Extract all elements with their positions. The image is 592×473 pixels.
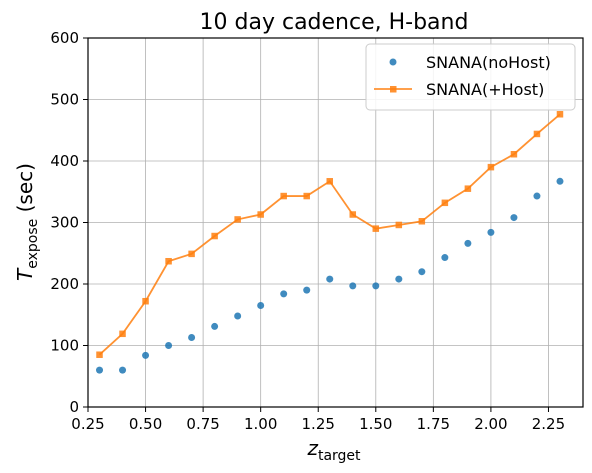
point-noHost <box>280 290 288 298</box>
y-axis-label-unit: (sec) <box>13 163 37 219</box>
x-tick-label: 2.00 <box>474 415 507 433</box>
legend-box <box>365 43 576 111</box>
point-host <box>395 221 403 229</box>
x-tick-label: 0.25 <box>71 415 104 433</box>
series-host <box>96 111 564 358</box>
point-noHost <box>257 302 265 310</box>
x-tick-label: 1.50 <box>359 415 392 433</box>
x-tick-label: 1.75 <box>417 415 450 433</box>
x-axis-label-main: z <box>306 436 318 460</box>
point-noHost <box>119 366 127 374</box>
x-tick-label: 1.25 <box>302 415 335 433</box>
point-host <box>510 150 518 158</box>
y-axis-label: Texpose (sec) <box>13 163 41 281</box>
y-axis-label-sub: expose <box>25 219 41 269</box>
point-host <box>418 218 426 225</box>
point-host <box>257 211 264 218</box>
legend-marker-noHost <box>389 58 397 66</box>
y-axis-ticks: 0 100 200 300 400 500 600 <box>50 29 88 416</box>
point-noHost <box>188 334 196 342</box>
x-axis-label: ztarget <box>306 436 361 464</box>
point-host <box>533 130 541 138</box>
point-host <box>119 330 126 338</box>
legend-marker-host <box>390 86 397 93</box>
point-host <box>349 211 357 218</box>
point-noHost <box>372 282 380 290</box>
y-tick-label: 100 <box>50 337 79 355</box>
x-axis-ticks: 0.25 0.50 0.75 1.00 1.25 1.50 1.75 2.00 2.25 <box>71 407 565 433</box>
y-tick-label: 200 <box>50 275 79 293</box>
point-host <box>96 351 103 358</box>
y-tick-label: 300 <box>50 214 79 232</box>
point-noHost <box>533 192 541 200</box>
point-noHost <box>211 322 219 330</box>
x-tick-label: 1.00 <box>244 415 277 433</box>
point-host <box>142 297 149 305</box>
point-noHost <box>96 366 104 374</box>
legend: SNANA(noHost) SNANA(+Host) <box>365 43 576 111</box>
legend-label-noHost: SNANA(noHost) <box>426 53 551 72</box>
point-noHost <box>326 275 334 283</box>
y-tick-label: 600 <box>50 29 79 47</box>
point-noHost <box>303 286 311 294</box>
point-host <box>326 178 333 185</box>
y-axis-label-main: T <box>13 267 37 281</box>
point-noHost <box>395 275 403 283</box>
point-noHost <box>234 312 242 320</box>
y-tick-label: 400 <box>50 152 79 170</box>
point-host <box>303 192 310 200</box>
x-tick-label: 0.50 <box>129 415 162 433</box>
y-tick-label: 0 <box>69 398 79 416</box>
point-host <box>464 185 472 192</box>
point-noHost <box>165 342 173 349</box>
point-host <box>487 163 495 171</box>
point-noHost <box>418 268 426 276</box>
legend-label-host: SNANA(+Host) <box>426 80 544 99</box>
chart-title: 10 day cadence, H-band <box>200 10 469 35</box>
x-tick-label: 0.75 <box>186 415 219 433</box>
point-noHost <box>441 254 449 262</box>
series-noHost <box>96 177 564 374</box>
point-host <box>211 232 218 240</box>
point-host <box>372 225 380 232</box>
point-host <box>556 111 564 118</box>
point-noHost <box>464 239 472 247</box>
point-host <box>188 250 195 258</box>
point-noHost <box>487 228 495 236</box>
point-noHost <box>349 282 357 290</box>
point-noHost <box>142 351 150 359</box>
x-tick-label: 2.25 <box>532 415 565 433</box>
point-host <box>280 192 287 200</box>
point-host <box>441 199 449 207</box>
y-tick-label: 500 <box>50 91 79 109</box>
point-noHost <box>510 214 518 222</box>
point-host <box>165 257 172 265</box>
x-axis-label-sub: target <box>318 448 361 464</box>
point-host <box>234 216 241 223</box>
point-noHost <box>556 177 564 185</box>
